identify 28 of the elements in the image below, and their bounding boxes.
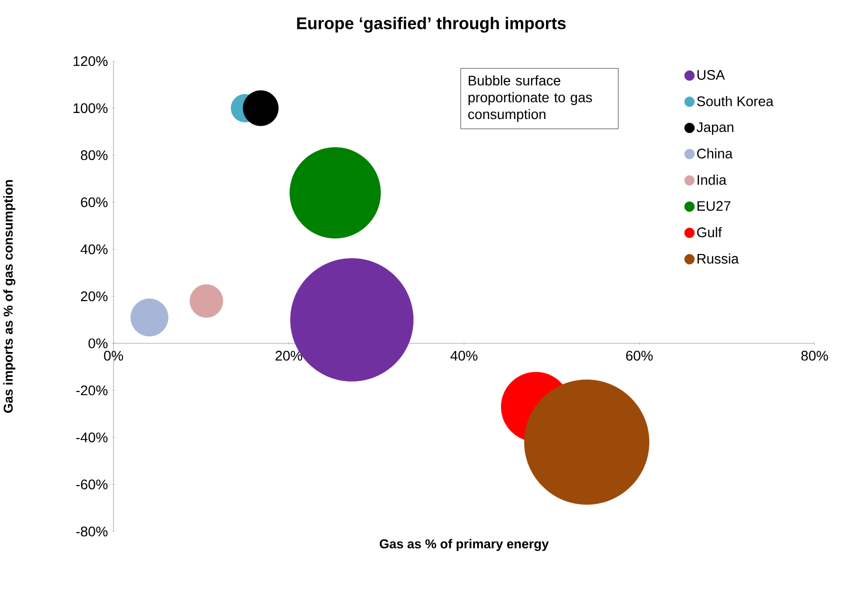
y-tick-label: -60% [76,480,108,490]
x-tick-label: 40% [450,350,478,361]
y-tick-label: 20% [80,291,108,302]
legend-label: Russia [698,253,739,264]
x-axis-title: Gas as % of primary energy [380,538,549,551]
y-tick-label: 100% [74,103,108,114]
y-tick-label: 40% [80,244,108,254]
x-tick-label: 0% [104,350,124,361]
y-tick-label: -80% [76,526,108,536]
x-tick-label: 60% [626,350,653,361]
x-tick-label: 80% [801,350,828,361]
y-tick-label: 80% [80,150,108,160]
y-tick-label: -20% [76,385,108,396]
y-tick-label: 60% [80,197,108,208]
legend-label: EU27 [698,201,730,211]
legend-label: India [698,174,726,185]
legend-label: Japan [696,122,734,135]
y-tick-label: -40% [76,432,108,442]
y-axis-title: Gas imports as % of gas consumption [3,180,16,413]
legend-label: China [697,148,733,158]
annotation: Bubble surface proportionate to gas consumption [468,75,592,122]
x-tick-label: 20% [276,350,302,361]
y-tick-label: 0% [88,338,108,348]
legend-label: Gulf [697,227,722,238]
legend-label: USA [698,70,725,80]
legend-label: South Korea [697,96,774,106]
chart-title: Europe ‘gasified’ through imports [297,16,566,33]
y-tick-label: 120% [74,56,108,66]
